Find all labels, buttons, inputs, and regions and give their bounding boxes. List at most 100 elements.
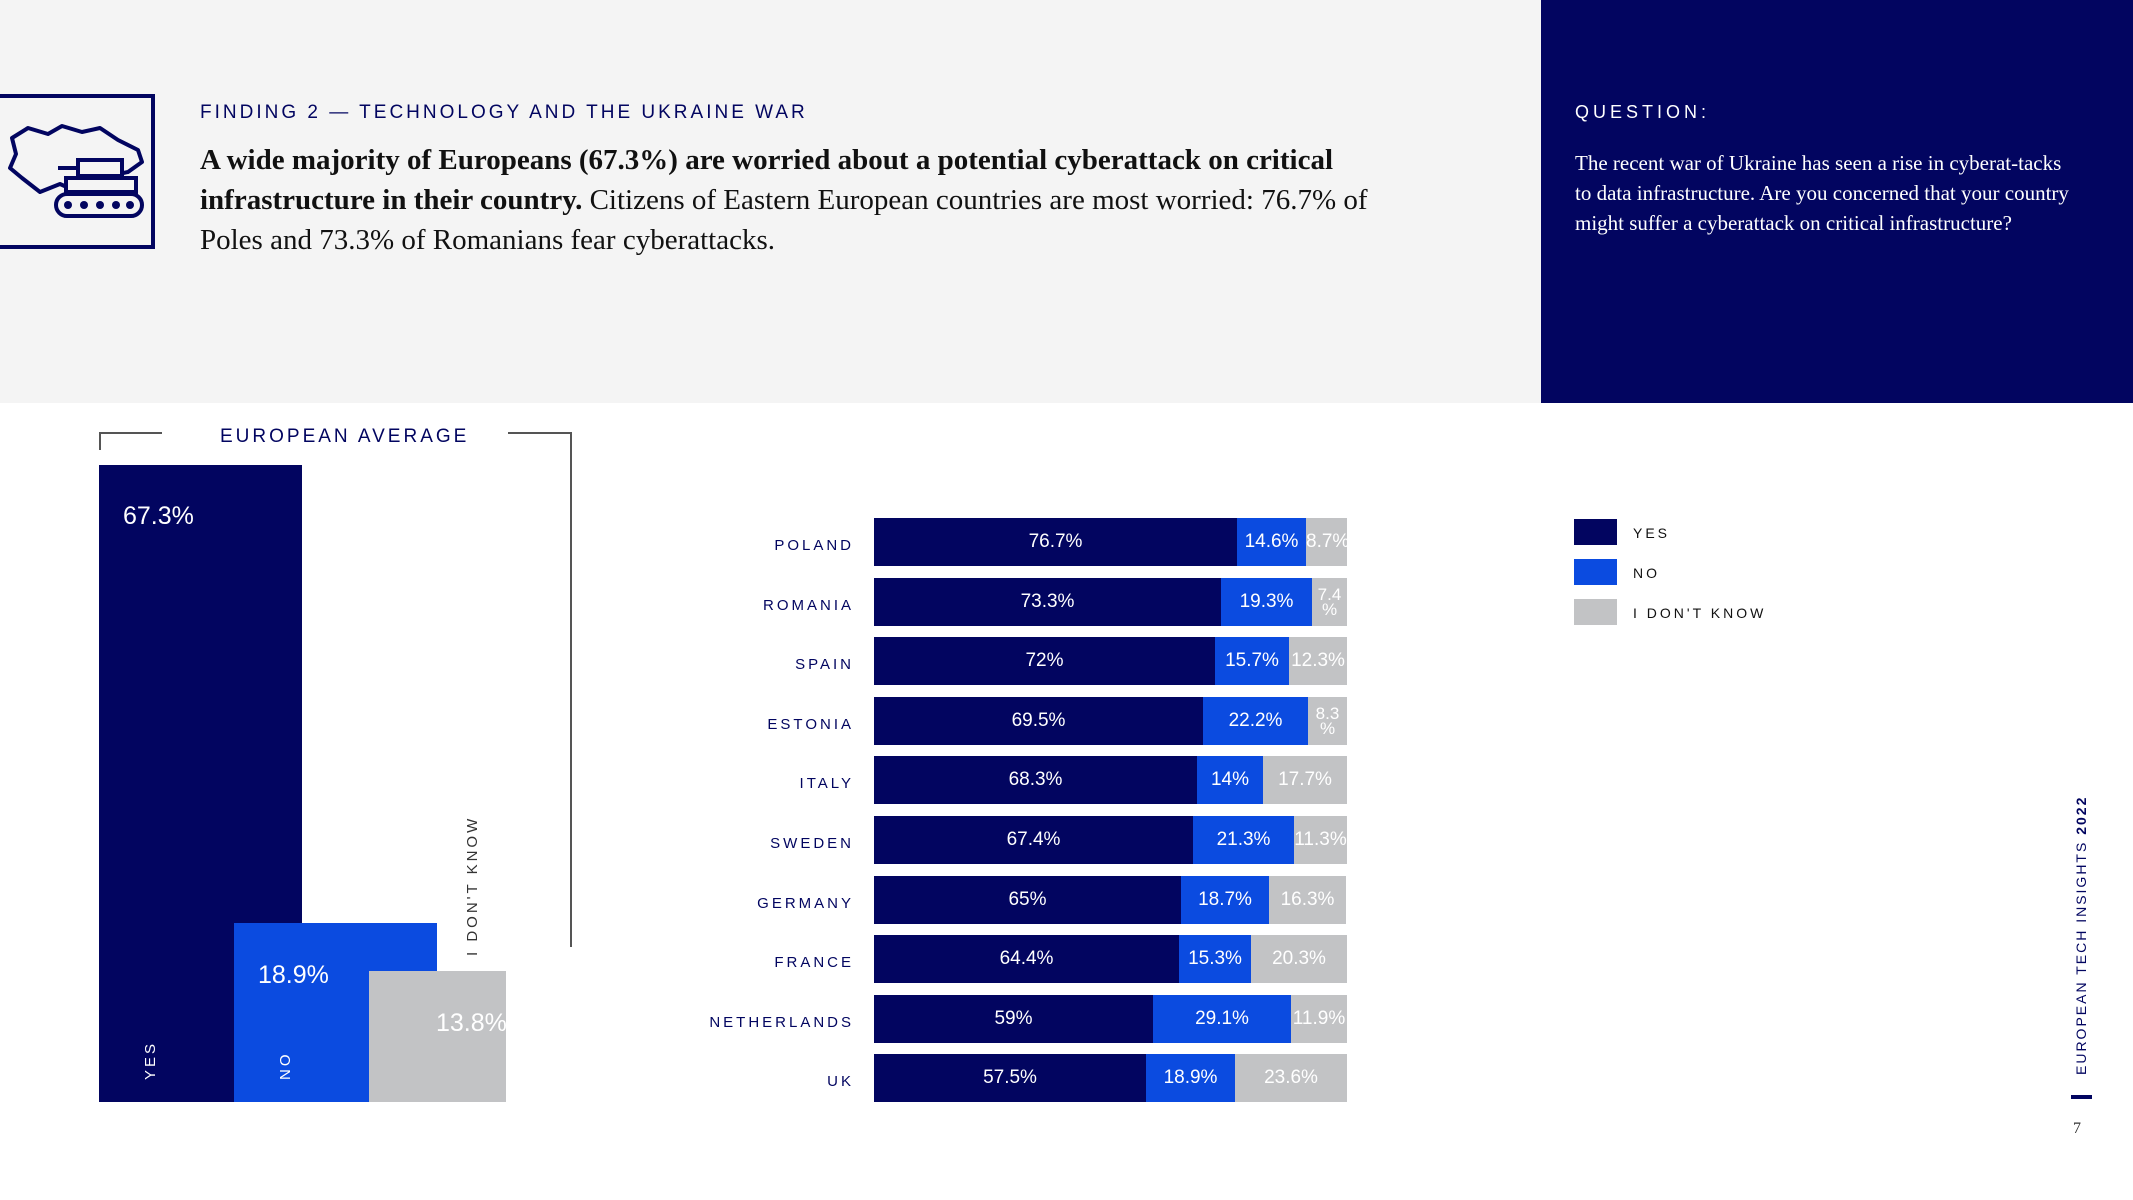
bar-value-label: 59%: [994, 1008, 1033, 1029]
country-label: ESTONIA: [767, 716, 854, 733]
bar-segment-i-don-t-know: 8.3 %: [1308, 697, 1347, 745]
brand-mark: [2071, 1095, 2092, 1099]
finding-headline: A wide majority of Europeans (67.3%) are…: [200, 140, 1410, 260]
bar-value-label: 65%: [1008, 889, 1047, 910]
bar-segment-yes: 73.3%: [874, 578, 1221, 626]
bar-segment-yes: 72%: [874, 637, 1215, 685]
headline-bold: A wide majority of Europeans (67.3%) are…: [200, 144, 1334, 216]
eu-value-label: 13.8%: [436, 1009, 507, 1037]
eu-category-label: I DON'T KNOW: [464, 815, 481, 956]
bar-segment-yes: 67.4%: [874, 816, 1193, 864]
bar-segment-i-don-t-know: 7.4 %: [1312, 578, 1347, 626]
country-label: POLAND: [774, 537, 854, 554]
bar-value-label: 22.2%: [1228, 710, 1283, 731]
question-text: The recent war of Ukraine has seen a ris…: [1575, 151, 2069, 235]
bar-value-label: 18.7%: [1198, 889, 1252, 910]
bar-segment-no: 22.2%: [1203, 697, 1308, 745]
bracket-left-cap: [99, 432, 162, 434]
eu-value-label: 18.9%: [258, 961, 329, 989]
eu-category-label: YES: [142, 1040, 159, 1080]
bar-segment-no: 18.7%: [1181, 876, 1269, 924]
bar-value-label: 69.5%: [1011, 710, 1066, 731]
bar-segment-no: 14.6%: [1237, 518, 1306, 566]
bar-value-label: 21.3%: [1216, 829, 1271, 850]
bracket-right-cap: [508, 432, 571, 434]
bar-value-label: 12.3%: [1291, 650, 1345, 671]
question-title: QUESTION:: [1575, 102, 1711, 122]
bar-value-label: 11.9%: [1292, 1008, 1346, 1029]
bar-segment-yes: 59%: [874, 995, 1153, 1043]
european-average-title: EUROPEAN AVERAGE: [220, 426, 470, 447]
header-band: FINDING 2 — TECHNOLOGY AND THE UKRAINE W…: [0, 0, 1541, 403]
country-label: GERMANY: [757, 895, 854, 912]
bar-value-label: 72%: [1025, 650, 1064, 671]
country-label: NETHERLANDS: [709, 1014, 854, 1031]
bracket-left-tick: [99, 432, 101, 450]
bar-value-label: 8.7%: [1306, 531, 1350, 552]
headline-rest: Citizens of Eastern European countries a…: [200, 184, 1368, 256]
bar-value-label: 14%: [1210, 769, 1250, 790]
bar-segment-i-don-t-know: 12.3%: [1289, 637, 1347, 685]
bar-value-label: 7.4 %: [1317, 585, 1342, 619]
bar-segment-no: 21.3%: [1193, 816, 1294, 864]
bar-segment-yes: 65%: [874, 876, 1181, 924]
bar-segment-no: 18.9%: [1146, 1054, 1235, 1102]
legend-label: YES: [1633, 525, 1671, 541]
bar-value-label: 29.1%: [1195, 1008, 1249, 1029]
bar-segment-i-don-t-know: 8.7%: [1306, 518, 1350, 566]
bar-segment-no: 15.7%: [1215, 637, 1289, 685]
country-label: ROMANIA: [762, 597, 854, 614]
bar-value-label: 73.3%: [1020, 591, 1075, 612]
bar-value-label: 14.6%: [1244, 531, 1299, 552]
eu-category-label: NO: [277, 1051, 294, 1081]
vertical-brand-text: EUROPEAN TECH INSIGHTS 2022: [2073, 796, 2089, 1075]
legend-label: NO: [1633, 565, 1660, 581]
legend-label: I DON'T KNOW: [1633, 605, 1767, 621]
bar-value-label: 15.7%: [1225, 650, 1279, 671]
bar-value-label: 64.4%: [999, 948, 1054, 969]
bar-segment-i-don-t-know: 11.3%: [1294, 816, 1347, 864]
eu-bar-2: 13.8%: [369, 971, 507, 1102]
bar-value-label: 19.3%: [1239, 591, 1294, 612]
bar-segment-i-don-t-know: 20.3%: [1251, 935, 1347, 983]
country-label: ITALY: [799, 775, 854, 792]
question-panel: QUESTION: The recent war of Ukraine has …: [1541, 0, 2133, 403]
bar-segment-i-don-t-know: 17.7%: [1263, 756, 1347, 804]
country-label: FRANCE: [774, 954, 854, 971]
legend-swatch: [1574, 599, 1617, 625]
country-label: SWEDEN: [770, 835, 854, 852]
bar-value-label: 17.7%: [1278, 769, 1332, 790]
bar-segment-no: 19.3%: [1221, 578, 1312, 626]
bar-value-label: 76.7%: [1028, 531, 1083, 552]
bar-value-label: 68.3%: [1008, 769, 1063, 790]
bar-value-label: 15.3%: [1188, 948, 1242, 969]
legend-swatch: [1574, 559, 1617, 585]
bar-segment-no: 29.1%: [1153, 995, 1291, 1043]
bar-value-label: 11.3%: [1294, 829, 1347, 850]
finding-eyebrow: FINDING 2 — TECHNOLOGY AND THE UKRAINE W…: [200, 102, 808, 123]
bar-value-label: 57.5%: [983, 1067, 1037, 1088]
bar-segment-yes: 76.7%: [874, 518, 1237, 566]
bar-segment-i-don-t-know: 11.9%: [1291, 995, 1347, 1043]
bar-segment-no: 15.3%: [1179, 935, 1251, 983]
country-label: SPAIN: [795, 656, 854, 673]
bar-segment-i-don-t-know: 23.6%: [1235, 1054, 1347, 1102]
bar-segment-no: 14%: [1197, 756, 1263, 804]
brand-name: EUROPEAN TECH INSIGHTS: [2073, 840, 2089, 1075]
brand-year: 2022: [2073, 795, 2089, 835]
bar-segment-yes: 57.5%: [874, 1054, 1146, 1102]
bar-segment-yes: 64.4%: [874, 935, 1179, 983]
bar-value-label: 18.9%: [1163, 1067, 1218, 1088]
eu-value-label: 67.3%: [123, 502, 194, 530]
ukraine-map-tank-icon: [0, 94, 155, 249]
bar-segment-yes: 69.5%: [874, 697, 1203, 745]
bar-segment-i-don-t-know: 16.3%: [1269, 876, 1346, 924]
bar-segment-yes: 68.3%: [874, 756, 1197, 804]
bar-value-label: 8.3 %: [1315, 704, 1340, 738]
bar-value-label: 67.4%: [1006, 829, 1061, 850]
legend-swatch: [1574, 519, 1617, 545]
country-label: UK: [827, 1073, 854, 1090]
bar-value-label: 20.3%: [1272, 948, 1326, 969]
bar-value-label: 23.6%: [1264, 1067, 1318, 1088]
page-number: 7: [2073, 1120, 2081, 1137]
